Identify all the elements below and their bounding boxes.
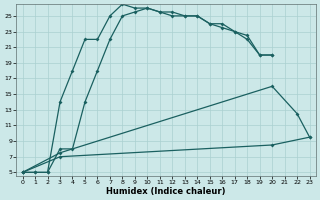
X-axis label: Humidex (Indice chaleur): Humidex (Indice chaleur) — [106, 187, 226, 196]
